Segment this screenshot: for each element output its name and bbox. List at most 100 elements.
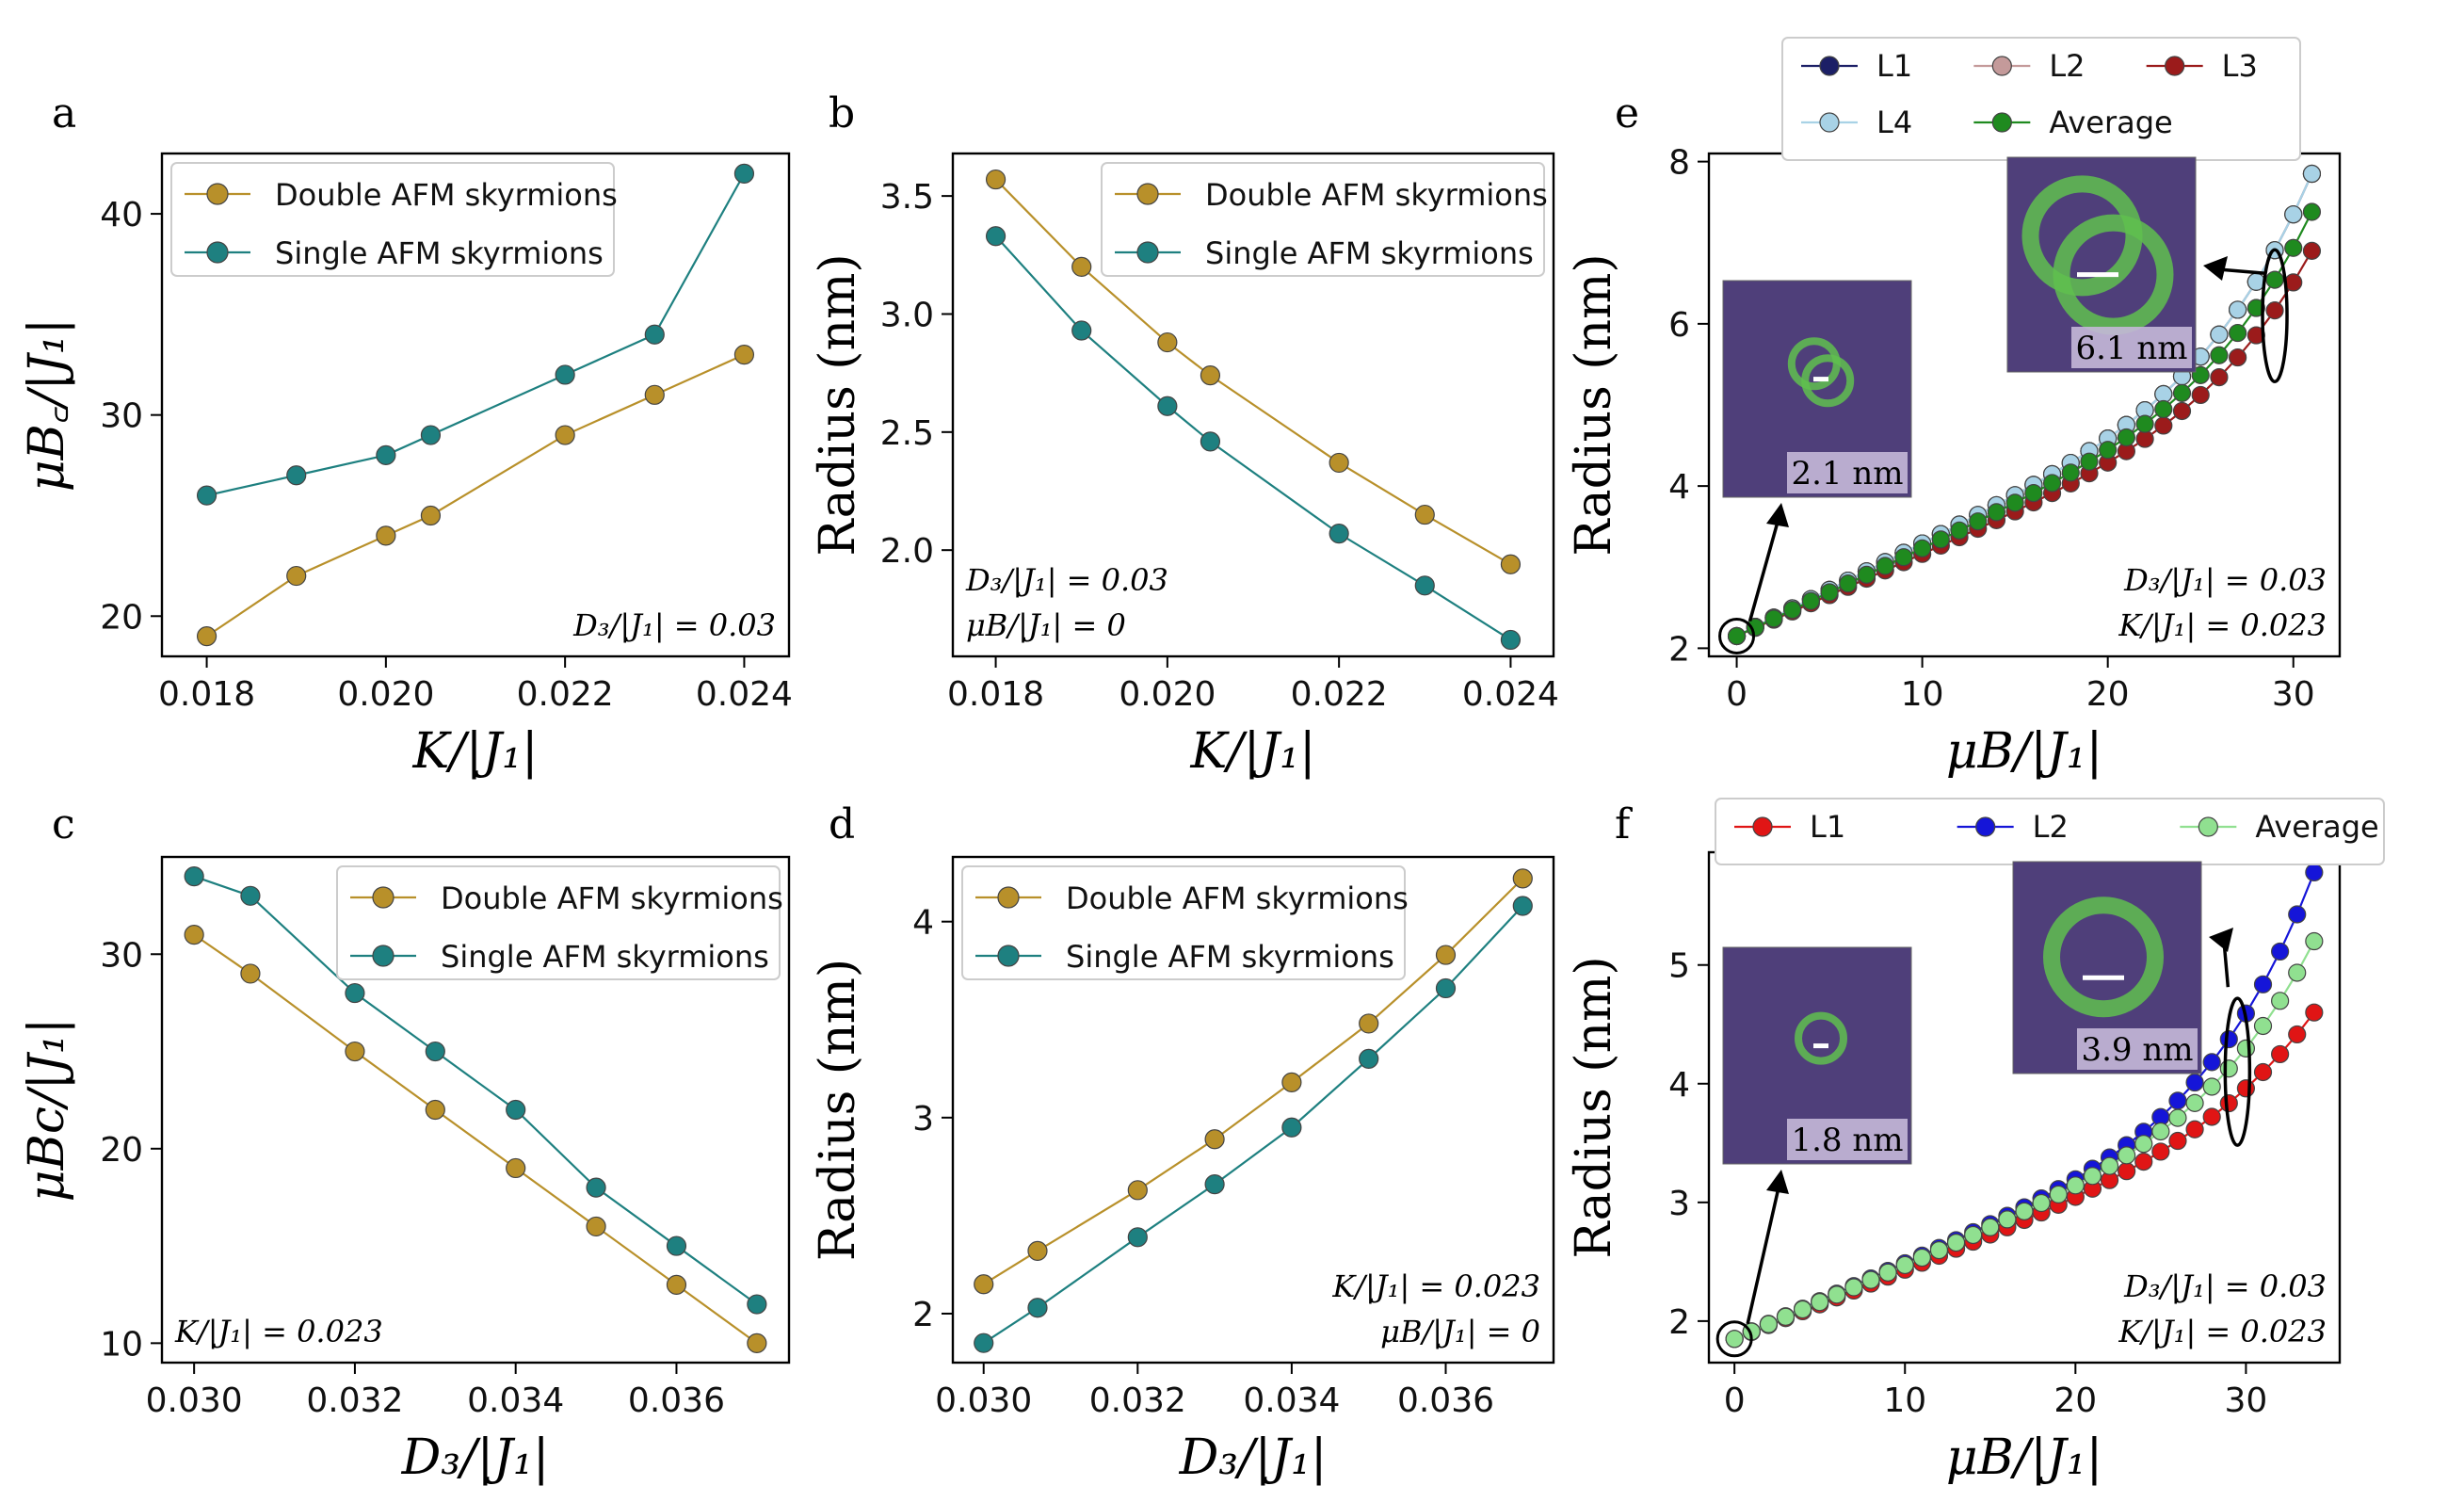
data-point <box>2265 270 2284 289</box>
data-point <box>974 1274 994 1295</box>
x-tick-label: 0.034 <box>467 1381 564 1420</box>
series-double-afm-skyrmions <box>196 345 755 647</box>
y-tick-label: 3 <box>1668 1185 1690 1223</box>
series-single-afm-skyrmions <box>196 163 755 506</box>
data-point <box>1759 1315 1778 1333</box>
data-point <box>2168 1108 2187 1127</box>
data-point <box>2219 1093 2238 1113</box>
x-axis-label: K/|J₁| <box>1189 723 1315 780</box>
data-point <box>2080 452 2099 471</box>
data-point <box>2284 238 2303 257</box>
data-point <box>1946 1233 1966 1252</box>
scale-label: 6.1 nm <box>2075 330 2187 367</box>
legend-marker <box>1819 56 1840 76</box>
data-point <box>1200 431 1221 452</box>
data-point <box>2236 1079 2256 1098</box>
scale-label: 2.1 nm <box>1791 455 1903 493</box>
series-single-afm-skyrmions <box>974 896 1533 1353</box>
legend-marker <box>206 183 229 205</box>
legend-marker <box>2165 56 2185 76</box>
x-tick-label: 0.030 <box>146 1381 243 1420</box>
legend-entry: L2 <box>2049 48 2085 84</box>
data-point <box>1127 1180 1148 1201</box>
x-tick-label: 0.032 <box>1089 1381 1186 1420</box>
legend-entry: Double AFM skyrmions <box>441 880 783 916</box>
data-point <box>1929 1240 1949 1260</box>
arrow-small <box>1747 508 1783 622</box>
data-point <box>2154 416 2173 435</box>
y-tick-label: 30 <box>100 936 143 975</box>
x-tick-label: 0.032 <box>306 1381 403 1420</box>
data-point <box>196 485 217 506</box>
data-point <box>2288 963 2307 982</box>
legend-entry: Double AFM skyrmions <box>275 177 618 213</box>
series-average <box>1725 931 2324 1349</box>
data-point <box>1500 629 1522 651</box>
y-axis-label: Radius (nm) <box>810 959 866 1261</box>
arrow-head <box>2209 928 2233 952</box>
annotation: D₃/|J₁| = 0.03 <box>965 562 1168 598</box>
x-tick-label: 0.018 <box>947 675 1044 714</box>
legend-marker <box>997 945 1020 967</box>
data-point <box>2191 365 2210 384</box>
panel-label-b: b <box>829 89 855 137</box>
y-tick-label: 2.0 <box>880 532 934 571</box>
data-point <box>1071 320 1092 341</box>
data-point <box>2135 414 2154 433</box>
data-point <box>2229 300 2247 319</box>
data-point <box>2134 1135 2153 1154</box>
panel-label-e: e <box>1615 89 1639 137</box>
y-tick-label: 30 <box>100 397 143 436</box>
data-point <box>2229 323 2247 343</box>
data-point <box>1329 524 1349 544</box>
data-point <box>2302 164 2322 184</box>
data-point <box>644 384 665 405</box>
data-point <box>1157 331 1178 353</box>
data-point <box>2202 1077 2221 1096</box>
x-tick-label: 30 <box>2224 1381 2267 1420</box>
y-tick-label: 5 <box>1668 947 1690 986</box>
data-point <box>1811 1293 1829 1312</box>
legend-marker <box>1991 56 2012 76</box>
scale-label: 1.8 nm <box>1791 1122 1903 1159</box>
x-tick-label: 0.024 <box>1462 675 1559 714</box>
x-axis-label: μB/|J₁| <box>1946 1429 2102 1486</box>
y-tick-label: 2 <box>1668 630 1690 669</box>
data-point <box>420 425 442 445</box>
data-point <box>1878 1263 1897 1282</box>
data-point <box>2253 975 2273 993</box>
series-single-afm-skyrmions <box>985 226 1522 651</box>
x-tick-label: 10 <box>1883 1381 1926 1420</box>
data-point <box>2032 1193 2051 1213</box>
data-point <box>2247 299 2265 317</box>
y-tick-label: 3.0 <box>880 296 934 334</box>
data-point <box>1981 1218 2000 1236</box>
arrow-small <box>1746 1174 1783 1325</box>
data-point <box>1861 1270 1880 1289</box>
data-point <box>1876 557 1894 575</box>
data-point <box>184 866 204 887</box>
data-point <box>1512 896 1533 916</box>
annotation: D₃/|J₁| = 0.03 <box>572 607 776 643</box>
data-point <box>666 1274 687 1295</box>
legend-entry: Single AFM skyrmions <box>1205 235 1534 271</box>
inset-large: 6.1 nm <box>2006 156 2197 373</box>
x-tick-label: 0.020 <box>1119 675 1216 714</box>
legend-entry: L1 <box>1810 809 1845 845</box>
data-point <box>1969 512 1988 531</box>
series-double-afm-skyrmions <box>985 169 1522 574</box>
x-tick-label: 0.030 <box>935 1381 1032 1420</box>
data-point <box>286 465 307 486</box>
series-line <box>193 933 758 1345</box>
y-tick-label: 20 <box>100 598 143 637</box>
data-point <box>1783 600 1802 620</box>
annotation: K/|J₁| = 0.023 <box>1331 1268 1540 1304</box>
legend <box>1101 162 1545 277</box>
y-tick-label: 2 <box>1668 1303 1690 1342</box>
data-point <box>2271 992 2290 1010</box>
scale-label-bg <box>2077 1028 2198 1070</box>
data-point <box>1913 539 1932 557</box>
data-point <box>1435 977 1457 999</box>
data-point <box>2042 474 2062 493</box>
